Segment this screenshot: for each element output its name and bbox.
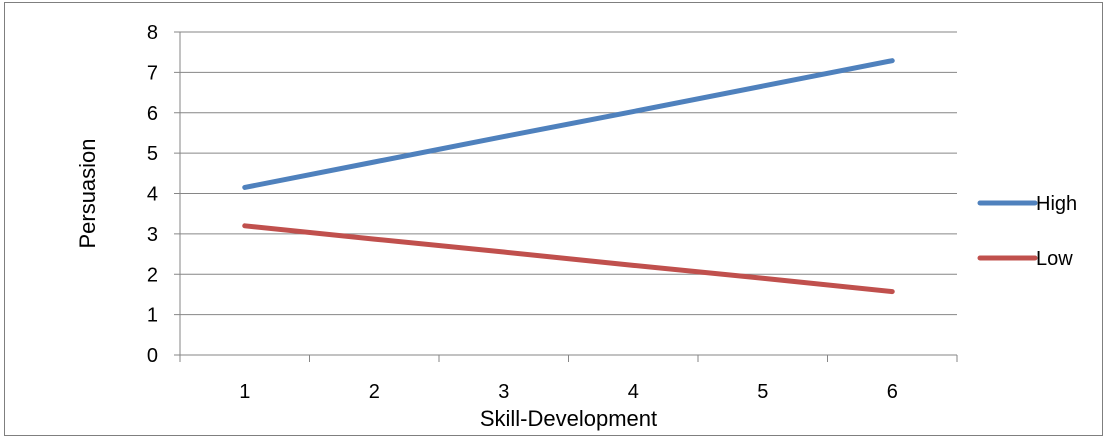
series-line-low — [242, 223, 895, 295]
y-tick-label-2: 2 — [147, 264, 158, 286]
legend: High Low — [977, 193, 1077, 270]
gridlines — [180, 31, 957, 316]
series-line-high — [242, 58, 895, 190]
x-tick-label-5: 5 — [757, 381, 768, 403]
x-tick-label-3: 3 — [498, 381, 509, 403]
y-tick-label-1: 1 — [147, 305, 158, 327]
y-tick-labels: 0 1 2 3 4 5 6 7 8 — [147, 22, 158, 367]
y-tick-label-0: 0 — [147, 345, 158, 367]
x-axis-title: Skill-Development — [480, 406, 657, 431]
legend-label-high: High — [1036, 193, 1077, 215]
y-tick-label-4: 4 — [147, 184, 158, 206]
chart-frame — [4, 2, 1103, 436]
y-tick-label-6: 6 — [147, 103, 158, 125]
y-tick-label-3: 3 — [147, 224, 158, 246]
x-tick-label-2: 2 — [369, 381, 380, 403]
y-tick-label-7: 7 — [147, 62, 158, 84]
y-axis-title: Persuasion — [75, 138, 100, 248]
x-tick-labels: 1 2 3 4 5 6 — [239, 381, 898, 403]
axes — [174, 31, 958, 362]
x-tick-label-4: 4 — [628, 381, 639, 403]
legend-label-low: Low — [1036, 248, 1073, 270]
series-lines — [242, 58, 895, 295]
y-tick-label-5: 5 — [147, 143, 158, 165]
y-tick-label-8: 8 — [147, 22, 158, 44]
x-tick-label-1: 1 — [239, 381, 250, 403]
x-tick-label-6: 6 — [887, 381, 898, 403]
